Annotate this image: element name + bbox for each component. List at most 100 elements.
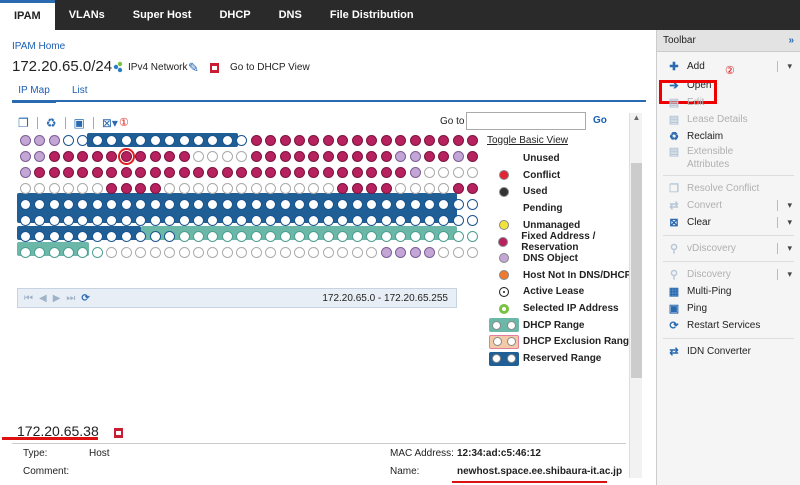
- ip-cell[interactable]: [19, 214, 31, 226]
- ip-cell[interactable]: [91, 246, 103, 258]
- ip-cell[interactable]: [265, 134, 277, 146]
- ip-cell[interactable]: [395, 230, 407, 242]
- ip-cell[interactable]: [337, 198, 349, 210]
- ip-cell[interactable]: [192, 134, 204, 146]
- ip-cell[interactable]: [351, 182, 363, 194]
- ip-cell[interactable]: [250, 214, 262, 226]
- toolbar-convert[interactable]: ⇄ Convert ▾: [657, 197, 800, 214]
- ip-cell[interactable]: [106, 230, 118, 242]
- tab-vlans[interactable]: VLANs: [68, 9, 105, 21]
- ip-cell[interactable]: [250, 134, 262, 146]
- ip-cell[interactable]: [192, 166, 204, 178]
- ip-cell[interactable]: [279, 150, 291, 162]
- ip-cell[interactable]: [409, 150, 421, 162]
- toolbar-lease-details[interactable]: ▤ Lease Details: [657, 111, 800, 128]
- ip-cell[interactable]: [337, 230, 349, 242]
- ip-cell[interactable]: [19, 134, 31, 146]
- ip-cell[interactable]: [380, 182, 392, 194]
- ip-cell[interactable]: [380, 246, 392, 258]
- ip-cell[interactable]: [34, 166, 46, 178]
- ip-cell[interactable]: [409, 134, 421, 146]
- ip-cell[interactable]: [178, 134, 190, 146]
- ip-cell[interactable]: [250, 230, 262, 242]
- toolbar-resolve-conflict[interactable]: ❐ Resolve Conflict: [657, 180, 800, 197]
- tab-super-host[interactable]: Super Host: [132, 9, 192, 21]
- ip-cell[interactable]: [207, 182, 219, 194]
- ip-cell[interactable]: [106, 246, 118, 258]
- ip-cell[interactable]: [337, 246, 349, 258]
- ip-cell[interactable]: [135, 166, 147, 178]
- ip-cell[interactable]: [380, 150, 392, 162]
- ip-cell[interactable]: [149, 166, 161, 178]
- ip-cell[interactable]: [438, 134, 450, 146]
- ip-cell[interactable]: [120, 230, 132, 242]
- ip-cell[interactable]: [192, 198, 204, 210]
- bookmark-icon[interactable]: [210, 63, 219, 73]
- ip-cell[interactable]: [366, 182, 378, 194]
- ip-cell[interactable]: [34, 230, 46, 242]
- ip-cell[interactable]: [164, 230, 176, 242]
- tab-file-distribution[interactable]: File Distribution: [329, 9, 414, 21]
- ip-cell[interactable]: [250, 246, 262, 258]
- ip-cell[interactable]: [77, 182, 89, 194]
- ip-cell[interactable]: [207, 198, 219, 210]
- ip-cell[interactable]: [279, 134, 291, 146]
- ip-cell[interactable]: [395, 198, 407, 210]
- ip-cell[interactable]: [106, 214, 118, 226]
- ip-cell[interactable]: [423, 214, 435, 226]
- ip-cell[interactable]: [236, 198, 248, 210]
- ip-cell[interactable]: [48, 246, 60, 258]
- comment-icon[interactable]: ▣: [73, 116, 85, 130]
- ip-cell[interactable]: [207, 134, 219, 146]
- chevron-down-icon[interactable]: ▾: [787, 269, 792, 279]
- ip-cell[interactable]: [178, 182, 190, 194]
- ip-cell[interactable]: [308, 198, 320, 210]
- ip-cell[interactable]: [409, 214, 421, 226]
- chevron-down-icon[interactable]: ▾: [787, 217, 792, 227]
- ip-cell[interactable]: [106, 182, 118, 194]
- ip-cell[interactable]: [192, 246, 204, 258]
- copy-icon[interactable]: ❐: [18, 116, 29, 130]
- ip-cell[interactable]: [63, 230, 75, 242]
- first-page-icon[interactable]: ⏮: [24, 292, 33, 304]
- ip-cell[interactable]: [120, 166, 132, 178]
- ip-cell[interactable]: [164, 166, 176, 178]
- ip-cell[interactable]: [366, 150, 378, 162]
- refresh-icon[interactable]: ⟳: [81, 292, 90, 304]
- ip-cell[interactable]: [120, 246, 132, 258]
- ip-cell[interactable]: [337, 182, 349, 194]
- chevron-down-icon[interactable]: ▾: [787, 200, 792, 210]
- ip-cell[interactable]: [452, 182, 464, 194]
- ip-cell[interactable]: [467, 198, 479, 210]
- toolbar-edit[interactable]: ▤ Edit: [657, 94, 800, 111]
- collapse-toolbar-icon[interactable]: »: [788, 35, 794, 46]
- go-to-dhcp-view-link[interactable]: Go to DHCP View: [230, 62, 310, 73]
- ip-cell[interactable]: [207, 246, 219, 258]
- tab-dhcp[interactable]: DHCP: [219, 9, 251, 21]
- ip-cell[interactable]: [236, 134, 248, 146]
- ip-cell[interactable]: [164, 134, 176, 146]
- ip-cell[interactable]: [452, 230, 464, 242]
- ip-cell[interactable]: [149, 150, 161, 162]
- ip-cell[interactable]: [48, 230, 60, 242]
- ip-cell[interactable]: [207, 150, 219, 162]
- ip-cell[interactable]: [467, 134, 479, 146]
- ip-cell[interactable]: [308, 150, 320, 162]
- toolbar-idn-converter[interactable]: ⇄ IDN Converter: [657, 343, 800, 360]
- ip-cell[interactable]: [34, 246, 46, 258]
- ip-cell[interactable]: [221, 198, 233, 210]
- ip-cell[interactable]: [409, 198, 421, 210]
- bookmark-icon[interactable]: [114, 428, 123, 438]
- ip-cell[interactable]: [409, 246, 421, 258]
- ip-cell[interactable]: [178, 150, 190, 162]
- ip-cell[interactable]: [322, 230, 334, 242]
- ip-cell[interactable]: [366, 214, 378, 226]
- ip-cell[interactable]: [322, 246, 334, 258]
- ip-cell[interactable]: [221, 214, 233, 226]
- ip-cell[interactable]: [149, 214, 161, 226]
- ip-cell[interactable]: [221, 134, 233, 146]
- ip-cell[interactable]: [395, 166, 407, 178]
- ip-cell[interactable]: [120, 182, 132, 194]
- ip-cell[interactable]: [236, 166, 248, 178]
- ip-cell[interactable]: [452, 198, 464, 210]
